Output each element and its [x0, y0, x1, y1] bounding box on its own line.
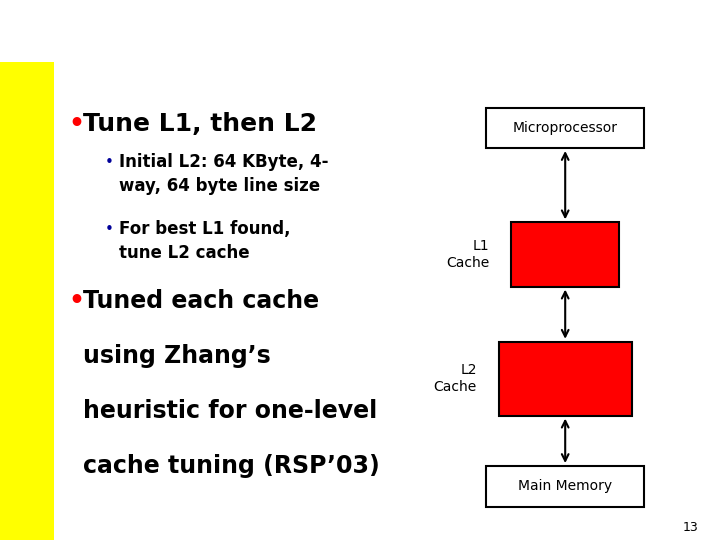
Text: First Heuristic: Tune Levels One-at-a-Time: First Heuristic: Tune Levels One-at-a-Ti… [13, 19, 571, 43]
Text: L2
Cache: L2 Cache [433, 363, 477, 394]
Text: For best L1 found,: For best L1 found, [119, 220, 290, 238]
FancyBboxPatch shape [511, 222, 619, 287]
Text: heuristic for one-level: heuristic for one-level [83, 399, 377, 423]
Text: •: • [104, 222, 113, 237]
Text: using Zhang’s: using Zhang’s [83, 344, 271, 368]
FancyBboxPatch shape [486, 107, 644, 148]
Text: cache tuning (RSP’03): cache tuning (RSP’03) [83, 454, 379, 478]
Bar [0, 62, 54, 540]
Text: Main Memory: Main Memory [518, 479, 612, 493]
Text: •: • [68, 289, 84, 313]
Text: Tuned each cache: Tuned each cache [83, 289, 319, 313]
Text: Tune L1, then L2: Tune L1, then L2 [83, 112, 317, 136]
Text: tune L2 cache: tune L2 cache [119, 244, 249, 262]
Text: •: • [68, 112, 84, 136]
Text: Initial L2: 64 KByte, 4-: Initial L2: 64 KByte, 4- [119, 153, 328, 172]
Text: Microprocessor: Microprocessor [513, 121, 618, 135]
FancyBboxPatch shape [498, 342, 632, 416]
Text: 13: 13 [683, 521, 698, 534]
Text: •: • [104, 155, 113, 170]
Text: L1
Cache: L1 Cache [446, 239, 490, 270]
FancyBboxPatch shape [486, 466, 644, 507]
Text: way, 64 byte line size: way, 64 byte line size [119, 177, 320, 195]
